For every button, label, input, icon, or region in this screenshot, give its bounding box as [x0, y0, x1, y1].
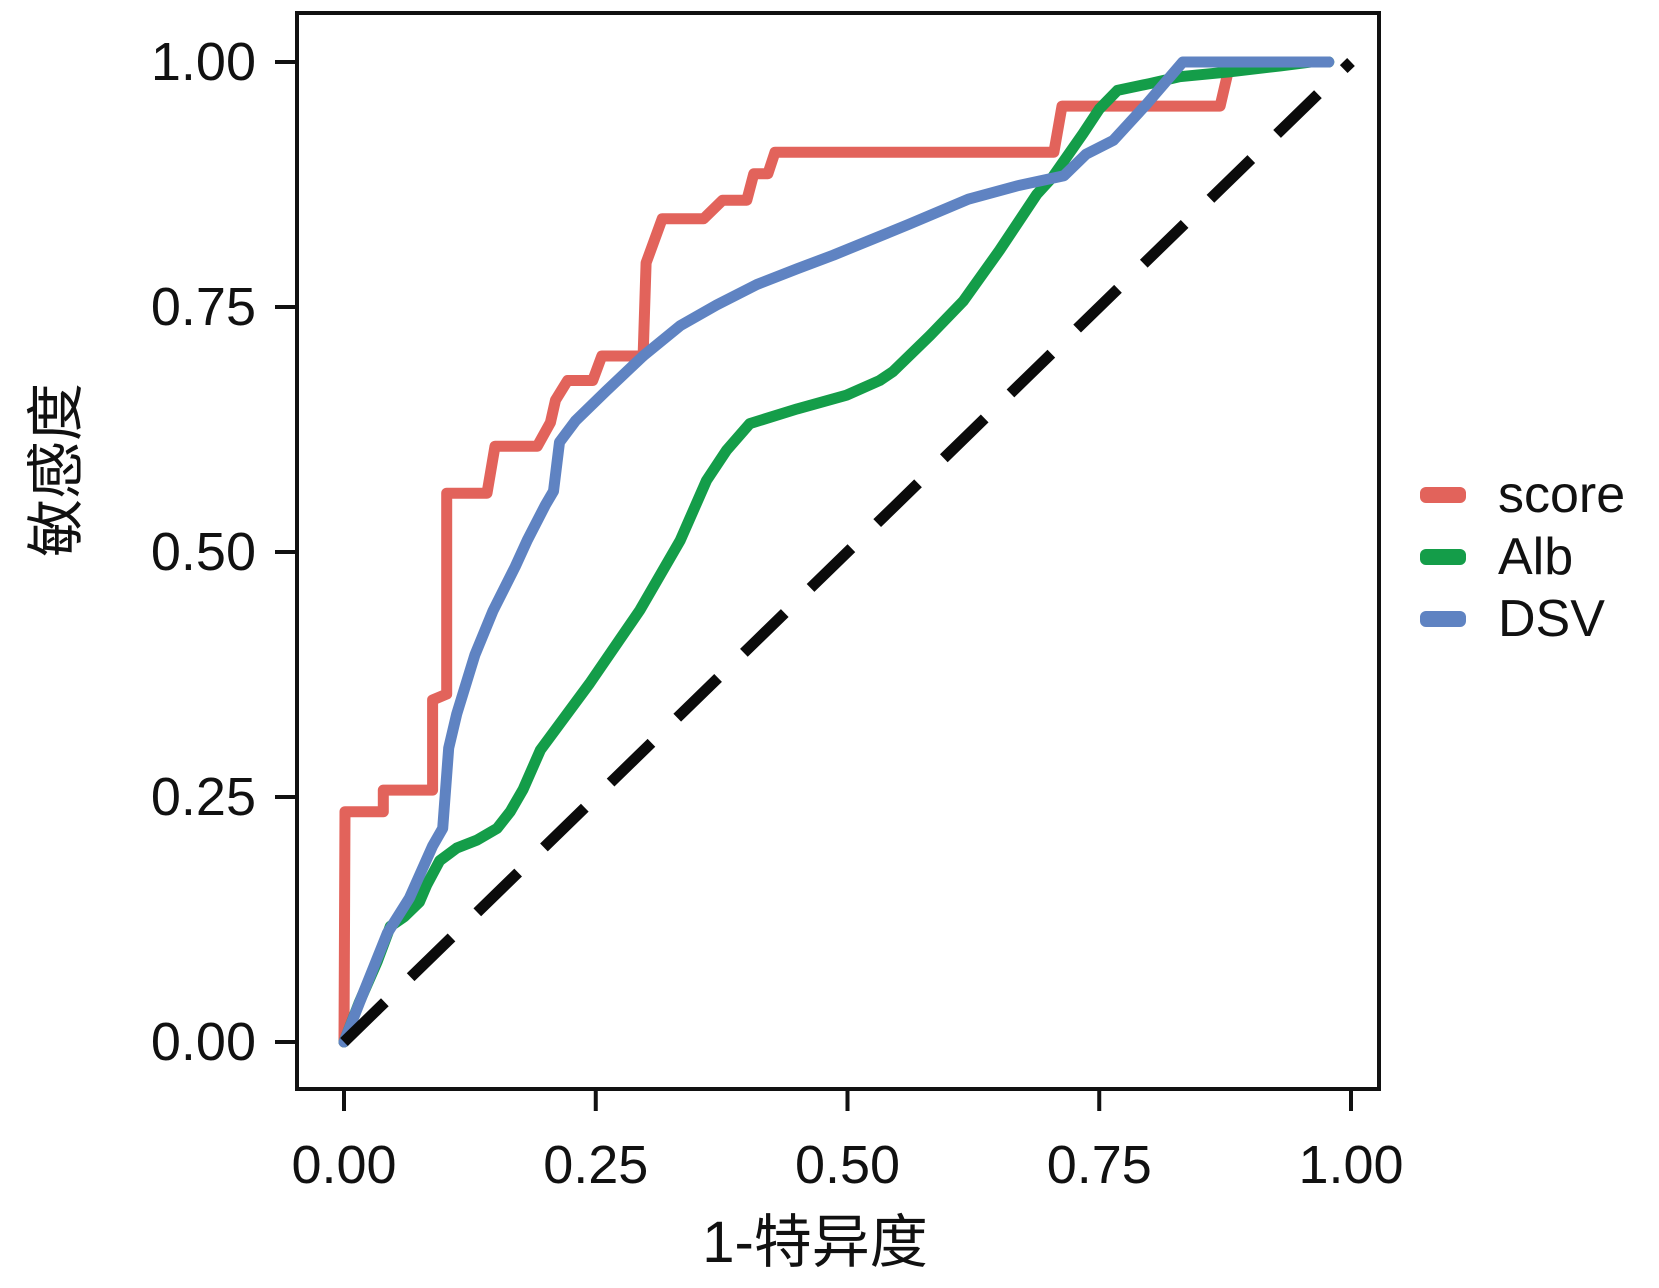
reference-diagonal: [340, 58, 1355, 1046]
roc-curves: [338, 56, 1355, 1048]
x-axis-tick-label: 0.00: [291, 1135, 396, 1195]
roc-curve-alb: [338, 56, 1335, 1048]
legend-label-alb: Alb: [1498, 528, 1574, 586]
x-axis-tick-label: 1.00: [1298, 1135, 1403, 1195]
roc-curve-score: [338, 66, 1234, 1048]
y-axis-tick-label: 0.00: [151, 1012, 256, 1072]
legend: score Alb DSV: [1420, 464, 1625, 650]
x-axis-tick-label: 0.25: [543, 1135, 648, 1195]
y-axis-title: 敏感度: [24, 383, 89, 557]
legend-swatch-score: [1420, 487, 1466, 503]
x-axis-title: 1-特异度: [702, 1210, 928, 1275]
roc-curve-dsv: [338, 56, 1335, 1048]
legend-swatch-alb: [1420, 549, 1466, 565]
y-axis-tick-label: 0.50: [151, 522, 256, 582]
legend-label-score: score: [1498, 466, 1626, 524]
y-axis-ticks: 0.00 0.25 0.50 0.75 1.00: [151, 32, 295, 1072]
legend-label-dsv: DSV: [1498, 590, 1605, 648]
legend-item-dsv: DSV: [1420, 588, 1625, 650]
plot-panel-border: [295, 11, 1381, 1091]
y-axis-tick-label: 1.00: [151, 32, 256, 92]
x-axis-tick-label: 0.50: [795, 1135, 900, 1195]
legend-item-score: score: [1420, 464, 1625, 526]
y-axis-tick-label: 0.25: [151, 767, 256, 827]
y-axis-tick-label: 0.75: [151, 277, 256, 337]
x-axis-ticks: 0.00 0.25 0.50 0.75 1.00: [291, 1091, 1404, 1195]
legend-swatch-dsv: [1420, 611, 1466, 627]
x-axis-tick-label: 0.75: [1047, 1135, 1152, 1195]
legend-item-alb: Alb: [1420, 526, 1625, 588]
